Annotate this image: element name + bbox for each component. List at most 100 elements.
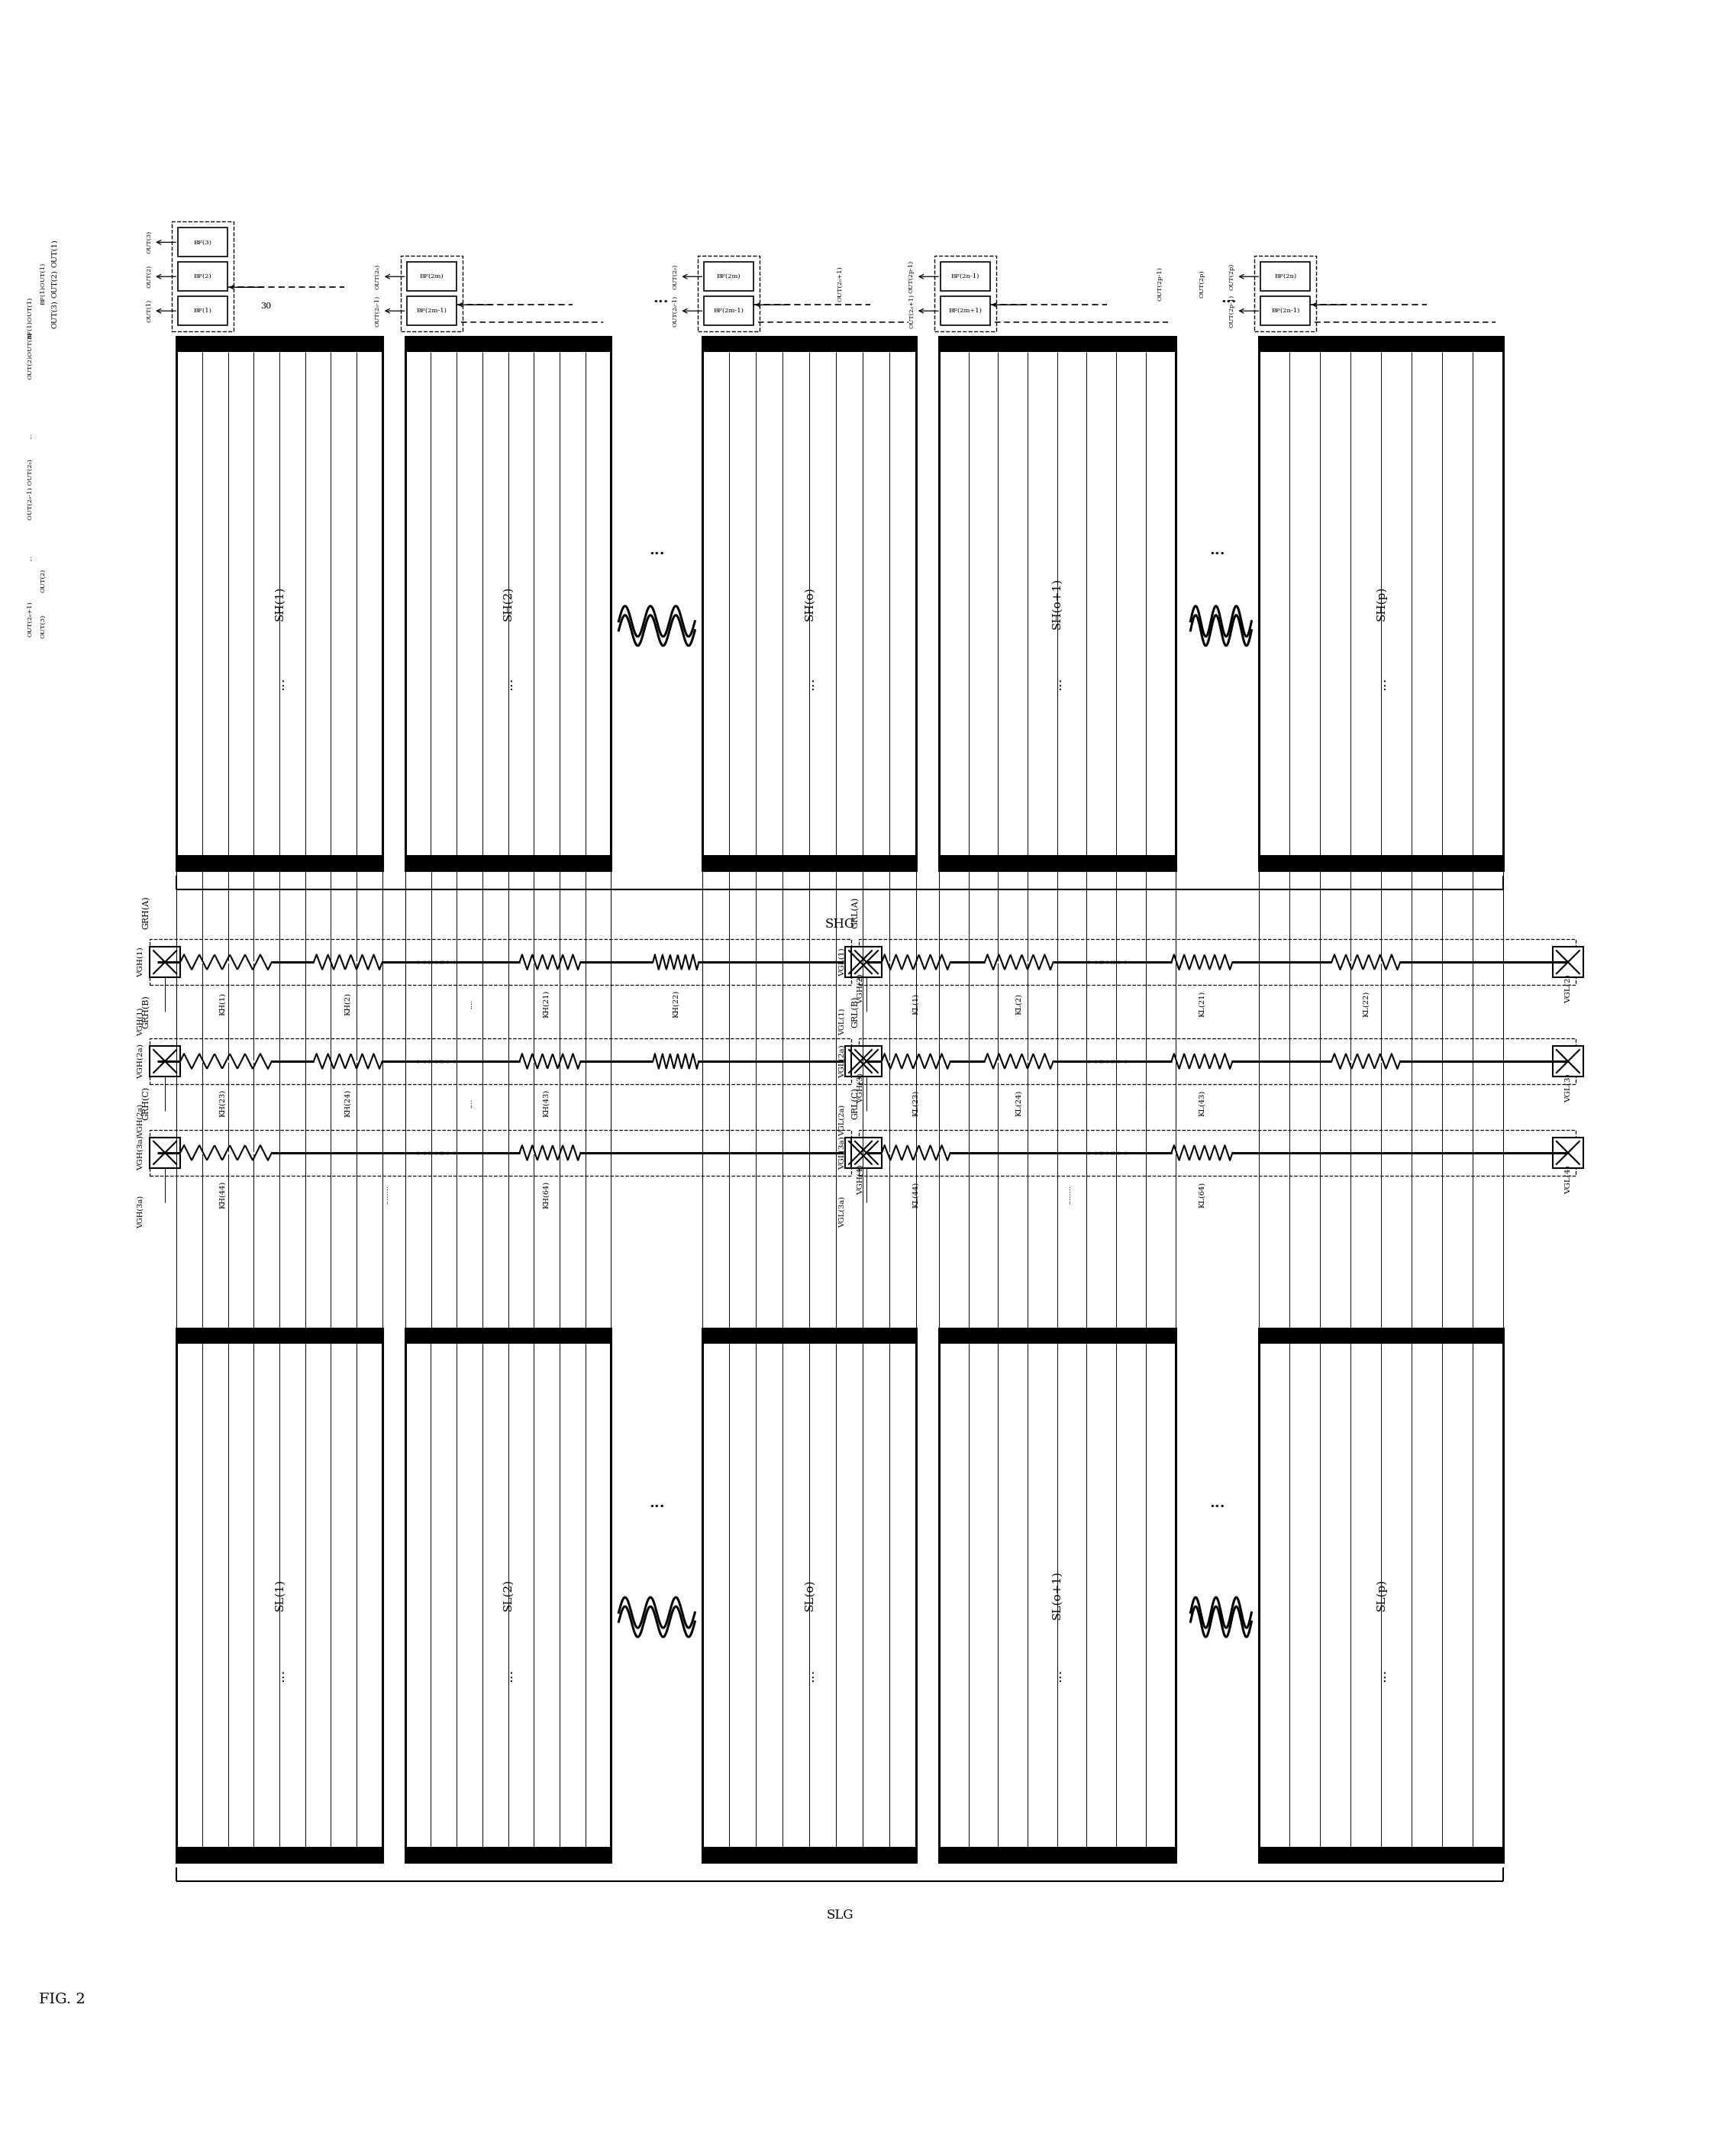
- Text: OUT(1): OUT(1): [146, 299, 153, 323]
- Bar: [939, 1328, 1175, 1343]
- Text: BF(2n): BF(2n): [1274, 273, 1297, 280]
- Text: VGL(3a): VGL(3a): [838, 1197, 845, 1227]
- Text: SH(o): SH(o): [804, 586, 814, 620]
- Bar: [703, 1328, 917, 1862]
- Text: ........: ........: [1066, 1184, 1071, 1204]
- Bar: [859, 939, 1576, 984]
- Bar: [705, 297, 753, 325]
- Bar: [939, 336, 1175, 353]
- Bar: [939, 1328, 1175, 1862]
- Bar: [179, 297, 227, 325]
- Text: ...: ...: [649, 543, 665, 558]
- Text: BF(2m-1): BF(2m-1): [417, 308, 446, 314]
- Bar: [404, 336, 611, 353]
- Text: ...: ...: [653, 293, 668, 306]
- Text: BF(3): BF(3): [194, 239, 212, 245]
- Text: OUT(2p-1): OUT(2p-1): [908, 261, 915, 293]
- Bar: [851, 947, 882, 977]
- Text: OUT(3): OUT(3): [50, 299, 57, 327]
- Text: VGL(3): VGL(3): [1564, 1074, 1571, 1102]
- Text: VGH(1): VGH(1): [137, 947, 144, 977]
- Text: GRL(B): GRL(B): [851, 997, 859, 1027]
- Text: ........: ........: [382, 1184, 389, 1204]
- Text: ...: ...: [1050, 676, 1064, 691]
- Bar: [705, 263, 753, 291]
- Bar: [1259, 336, 1503, 870]
- Text: BF(2m): BF(2m): [420, 273, 444, 280]
- Text: ...: ...: [273, 676, 286, 691]
- Text: OUT(2ₒ+1): OUT(2ₒ+1): [837, 265, 844, 301]
- Bar: [1552, 1046, 1583, 1076]
- Text: VGH(4): VGH(4): [858, 1165, 865, 1195]
- Text: FIG. 2: FIG. 2: [38, 1992, 85, 2007]
- Text: GRH(C): GRH(C): [142, 1087, 149, 1120]
- Bar: [172, 222, 234, 332]
- Text: ...: ...: [502, 676, 516, 691]
- Text: ...: ...: [802, 676, 816, 691]
- Text: OUT(2ₒ-1) OUT(2ₒ): OUT(2ₒ-1) OUT(2ₒ): [28, 459, 33, 519]
- Bar: [859, 1130, 1576, 1176]
- Text: VGL(4): VGL(4): [1564, 1165, 1571, 1193]
- Bar: [698, 256, 760, 332]
- Bar: [941, 263, 990, 291]
- Text: VGH(3a): VGH(3a): [137, 1135, 144, 1171]
- Bar: [177, 1847, 382, 1862]
- Text: SL(o): SL(o): [804, 1578, 814, 1610]
- Bar: [703, 336, 917, 353]
- Text: OUT(2): OUT(2): [146, 265, 153, 289]
- Text: SHG: SHG: [825, 917, 854, 930]
- Bar: [149, 947, 181, 977]
- Text: OUT(2ₒ+1): OUT(2ₒ+1): [28, 601, 33, 637]
- Text: ....: ....: [1141, 999, 1147, 1010]
- Text: KH(64): KH(64): [543, 1180, 550, 1208]
- Text: KH(24): KH(24): [344, 1089, 351, 1117]
- Bar: [404, 336, 611, 870]
- Bar: [1259, 336, 1503, 353]
- Text: KH(21): KH(21): [543, 990, 550, 1018]
- Text: OUT(2ₒ): OUT(2ₒ): [375, 265, 380, 289]
- Bar: [149, 1130, 851, 1176]
- Text: ...: ...: [1050, 1669, 1064, 1681]
- Bar: [851, 1137, 882, 1169]
- Text: KH(2): KH(2): [344, 993, 351, 1016]
- Bar: [859, 1038, 1576, 1085]
- Text: KL(23): KL(23): [913, 1089, 920, 1115]
- Bar: [703, 855, 917, 870]
- Bar: [703, 1847, 917, 1862]
- Text: BF(2n-1): BF(2n-1): [951, 273, 979, 280]
- Text: KL(2): KL(2): [1016, 993, 1023, 1014]
- Text: VGL(2a): VGL(2a): [838, 1104, 845, 1137]
- Bar: [941, 297, 990, 325]
- Text: BF(1)OUT(1): BF(1)OUT(1): [28, 297, 33, 338]
- Text: BF(2): BF(2): [194, 273, 212, 280]
- Text: BF(2n-1): BF(2n-1): [1271, 308, 1300, 314]
- Text: 30: 30: [260, 304, 271, 310]
- Text: BF(2m-1): BF(2m-1): [713, 308, 745, 314]
- Bar: [845, 1046, 875, 1076]
- Bar: [177, 336, 382, 870]
- Text: VGH(3): VGH(3): [858, 1072, 865, 1102]
- Bar: [401, 256, 462, 332]
- Bar: [404, 1328, 611, 1862]
- Text: KL(43): KL(43): [1198, 1089, 1205, 1115]
- Bar: [1255, 256, 1316, 332]
- Bar: [939, 1847, 1175, 1862]
- Text: ...: ...: [1375, 676, 1389, 691]
- Bar: [177, 1328, 382, 1343]
- Text: ...: ...: [1375, 1669, 1389, 1681]
- Bar: [703, 336, 917, 870]
- Text: ...: ...: [802, 1669, 816, 1681]
- Text: VGH(2): VGH(2): [858, 973, 865, 1003]
- Text: KL(22): KL(22): [1363, 990, 1370, 1016]
- Text: VGH(3a): VGH(3a): [137, 1195, 144, 1229]
- Bar: [1260, 297, 1311, 325]
- Text: GRH(B): GRH(B): [142, 995, 149, 1029]
- Bar: [149, 1137, 181, 1169]
- Text: OUT(2)OUT(3): OUT(2)OUT(3): [28, 332, 33, 379]
- Text: ...: ...: [649, 1496, 665, 1511]
- Bar: [1259, 1847, 1503, 1862]
- Bar: [1260, 263, 1311, 291]
- Text: ...: ...: [1210, 1496, 1226, 1511]
- Text: VGL(3a): VGL(3a): [838, 1137, 845, 1169]
- Text: SH(o+1): SH(o+1): [1052, 577, 1062, 629]
